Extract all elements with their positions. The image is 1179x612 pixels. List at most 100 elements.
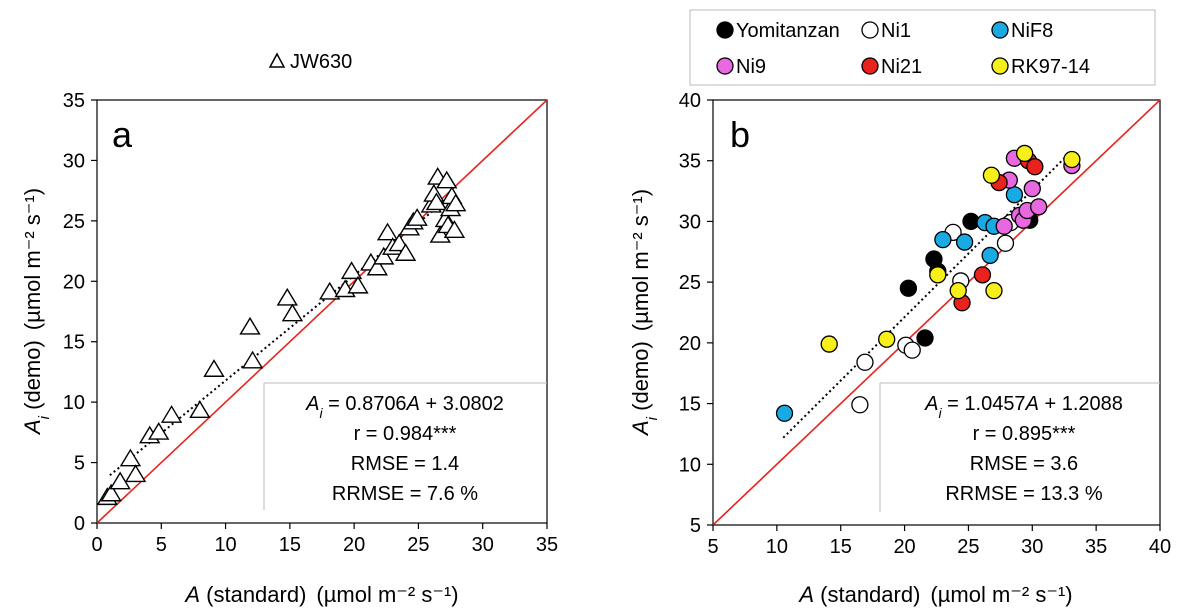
point-nif8-5 xyxy=(981,246,999,265)
one-to-one-line-a xyxy=(97,100,547,523)
point-jw630-4 xyxy=(119,448,142,467)
x-tick-label-b: 15 xyxy=(830,536,852,558)
point-nif8-3 xyxy=(955,233,974,251)
y-tick-label-a: 0 xyxy=(74,513,85,535)
legend-label-yomitanzan: Yomitanzan xyxy=(736,20,840,42)
y-tick-label-a: 5 xyxy=(74,453,85,475)
point-jw630-20 xyxy=(366,257,388,276)
stat-rmse-b: RMSE = 3.6 xyxy=(970,453,1078,475)
legend-label-ni21: Ni21 xyxy=(881,56,922,78)
y-tick-label-a: 35 xyxy=(63,90,85,112)
stat-equation-a: Ai = 0.8706A + 3.0802 xyxy=(305,393,504,421)
stat-r-b: r = 0.895*** xyxy=(973,423,1076,445)
point-yomitanzan-1 xyxy=(899,279,918,297)
point-ni21-5 xyxy=(1026,158,1044,176)
x-axis-title-a: A (standard) (µmol m⁻² s⁻¹) xyxy=(183,582,458,607)
point-yomitanzan-2 xyxy=(916,329,934,347)
point-ni1-4 xyxy=(903,341,921,359)
point-jw630-15 xyxy=(319,281,341,300)
point-jw630-40 xyxy=(445,193,467,212)
y-tick-label-b: 25 xyxy=(679,272,701,294)
point-jw630-10 xyxy=(203,359,225,377)
point-rk97-14-2 xyxy=(878,330,896,348)
point-nif8-1 xyxy=(775,404,794,422)
stat-equation-b: Ai = 1.0457A + 1.2088 xyxy=(924,393,1123,421)
y-tick-label-b: 15 xyxy=(679,394,701,416)
y-tick-label-a: 25 xyxy=(63,211,85,233)
point-nif8-2 xyxy=(934,230,952,249)
point-rk97-14-8 xyxy=(1063,150,1081,169)
point-rk97-14-7 xyxy=(1015,144,1034,163)
stat-r-a: r = 0.984*** xyxy=(354,423,457,445)
point-jw630-9 xyxy=(189,400,211,419)
panel-letter-b: b xyxy=(730,114,750,155)
point-jw630-2 xyxy=(100,483,122,502)
points-b xyxy=(775,144,1081,422)
point-jw630-13 xyxy=(276,287,298,306)
point-rk97-14-5 xyxy=(982,166,1001,184)
point-jw630-35 xyxy=(436,170,458,189)
x-tick-label-a: 25 xyxy=(407,534,429,556)
one-to-one-line-b xyxy=(713,100,1160,525)
point-jw630-12 xyxy=(241,350,264,369)
stats-box-a: Ai = 0.8706A + 3.0802 r = 0.984*** RMSE … xyxy=(263,382,547,510)
point-ni9-8 xyxy=(1030,198,1048,216)
stat-rmse-a: RMSE = 1.4 xyxy=(351,453,459,475)
points-a xyxy=(97,166,467,506)
legend-a: JW630 xyxy=(268,51,352,73)
point-jw630-38 xyxy=(443,220,466,238)
y-tick-label-b: 40 xyxy=(679,90,701,112)
y-tick-label-b: 5 xyxy=(690,515,701,537)
point-jw630-7 xyxy=(148,421,170,440)
x-tick-label-a: 20 xyxy=(343,534,365,556)
point-ni9-7 xyxy=(1023,179,1041,198)
legend-marker-rk97-14 xyxy=(991,57,1009,75)
legend-label-rk97-14: RK97-14 xyxy=(1011,56,1090,78)
legend-marker-ni1 xyxy=(861,21,879,39)
x-tick-label-a: 15 xyxy=(279,534,301,556)
stat-rrmse-b: RRMSE = 13.3 % xyxy=(945,483,1103,505)
legend-marker-jw630 xyxy=(268,52,286,68)
y-axis-title-a: Ai (demo)(µmol m⁻² s⁻¹) xyxy=(20,188,53,436)
x-tick-label-b: 20 xyxy=(893,536,915,558)
x-tick-label-a: 0 xyxy=(91,534,102,556)
panel-letter-a: a xyxy=(112,114,133,155)
x-tick-label-a: 35 xyxy=(536,534,558,556)
axis-ticks-b: 5 10 15 20 25 30 35 40 5 10 15 20 25 30 35 40 xyxy=(679,90,1171,558)
x-axis-title-b: A (standard) (µmol m⁻² s⁻¹) xyxy=(797,582,1072,607)
x-tick-label-a: 10 xyxy=(214,534,236,556)
point-rk97-14-6 xyxy=(985,281,1003,300)
x-tick-label-b: 30 xyxy=(1021,536,1043,558)
y-tick-label-b: 30 xyxy=(679,211,701,233)
y-axis-title-b: Ai (demo)(µmol m⁻² s⁻¹) xyxy=(628,189,661,437)
point-jw630-25 xyxy=(394,243,417,261)
legend-b: Yomitanzan Ni1 NiF8 Ni9 Ni21 RK97-14 xyxy=(689,9,1156,86)
legend-label-nif8: NiF8 xyxy=(1011,20,1053,42)
x-tick-label-b: 35 xyxy=(1085,536,1107,558)
legend-label-jw630: JW630 xyxy=(290,51,352,73)
x-tick-label-b: 25 xyxy=(957,536,979,558)
point-ni21-2 xyxy=(973,266,992,284)
axis-ticks-a: 0 5 10 15 20 25 30 35 0 5 10 15 20 25 30 35 xyxy=(63,90,558,556)
x-tick-label-a: 30 xyxy=(472,534,494,556)
point-jw630-14 xyxy=(281,303,304,322)
legend-label-ni1: Ni1 xyxy=(881,20,911,42)
legend-marker-ni9 xyxy=(716,57,734,75)
point-jw630-8 xyxy=(160,405,183,423)
stats-box-b: Ai = 1.0457A + 1.2088 r = 0.895*** RMSE … xyxy=(879,382,1160,512)
y-tick-label-a: 15 xyxy=(63,332,85,354)
point-jw630-5 xyxy=(124,464,147,483)
point-jw630-33 xyxy=(429,224,451,243)
y-tick-label-b: 35 xyxy=(679,151,701,173)
x-tick-label-b: 10 xyxy=(766,536,788,558)
legend-marker-nif8 xyxy=(991,21,1009,39)
point-jw630-11 xyxy=(239,316,261,335)
point-jw630-31 xyxy=(425,192,448,211)
y-tick-label-b: 10 xyxy=(679,454,701,476)
y-tick-label-b: 20 xyxy=(679,333,701,355)
point-rk97-14-3 xyxy=(929,266,947,284)
y-tick-label-a: 20 xyxy=(63,271,85,293)
y-tick-label-a: 30 xyxy=(63,150,85,172)
point-rk97-14-4 xyxy=(949,281,967,300)
